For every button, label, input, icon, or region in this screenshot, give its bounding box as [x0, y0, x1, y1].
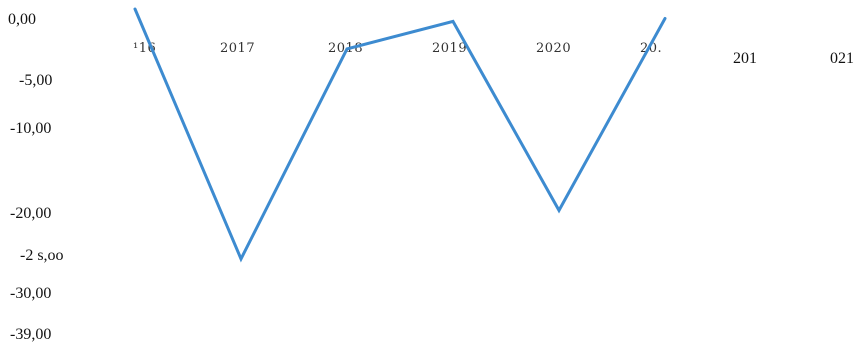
data-point: [134, 8, 136, 10]
y-tick-label: -20,00: [10, 205, 51, 222]
x-tick-label: 2017: [220, 41, 255, 56]
data-point: [240, 258, 242, 260]
data-point: [558, 209, 560, 211]
data-point: [346, 48, 348, 50]
y-tick-label: -2 s,oo: [20, 247, 64, 264]
y-tick-label: -10,00: [10, 120, 51, 137]
x-tick-label: 2019: [432, 41, 467, 56]
x-axis-tick-labels: ¹16 2017 2018 2019 2020 20.: [133, 41, 662, 56]
series-layer: [133, 7, 667, 263]
y-tick-label: -30,00: [10, 285, 51, 302]
x-tick-label: 2018: [328, 41, 363, 56]
y-tick-label: -39,00: [10, 326, 51, 343]
y-axis-tick-labels: 0,00 -5,00 -10,00 -20,00 -2 s,oo -30,00 …: [8, 11, 64, 343]
y-tick-label: -5,00: [19, 72, 52, 89]
data-point: [452, 20, 454, 22]
x-tick-label: 2020: [536, 41, 571, 56]
extra-label: 201: [733, 50, 757, 67]
extra-labels: 201 021: [733, 50, 854, 67]
y-tick-label: 0,00: [8, 11, 36, 28]
extra-label: 021: [830, 50, 854, 67]
data-point: [664, 18, 666, 19]
series-line: [133, 7, 667, 263]
